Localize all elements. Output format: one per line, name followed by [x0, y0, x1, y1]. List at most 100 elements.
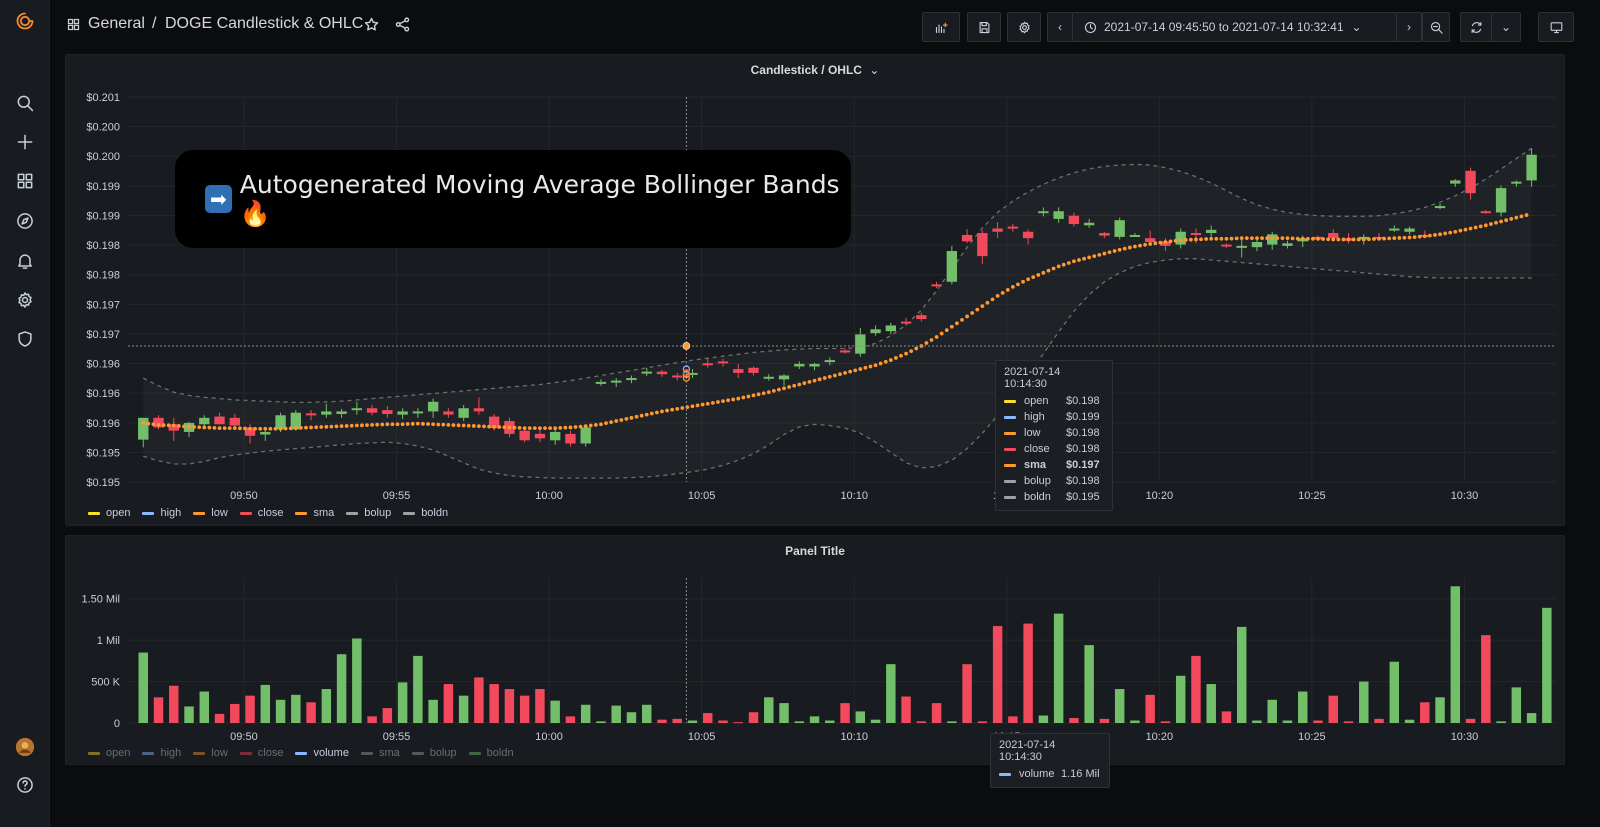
volume-bar [565, 716, 576, 723]
legend-item-sma[interactable]: sma [295, 507, 334, 519]
tooltip-series-name: sma [1024, 459, 1047, 471]
volume-bar [977, 721, 988, 723]
legend-item-high[interactable]: high [142, 507, 181, 519]
volume-bar [1282, 720, 1293, 723]
chevron-down-icon: ⌄ [1351, 20, 1362, 34]
legend-item-bolup[interactable]: bolup [346, 507, 391, 519]
candlestick-chart[interactable]: $0.195 $0.195 $0.196 $0.196 $0.196 $0.197 $0.1… [66, 55, 1566, 527]
legend-item-open[interactable]: open [88, 507, 130, 519]
sma-dot [192, 425, 197, 429]
candle-body [626, 378, 637, 381]
legend-item-low[interactable]: low [193, 747, 228, 759]
volume-bar [1435, 697, 1445, 723]
save-dashboard-button[interactable] [967, 12, 1001, 42]
sma-dot [619, 418, 624, 422]
legend-item-boldn[interactable]: boldn [468, 747, 514, 759]
search-icon[interactable] [10, 88, 40, 118]
sma-dot [222, 426, 227, 430]
server-admin-shield-icon[interactable] [10, 324, 40, 354]
refresh-interval-dropdown[interactable]: ⌄ [1491, 12, 1521, 42]
candle-body [656, 371, 668, 375]
legend-item-boldn[interactable]: boldn [403, 507, 448, 519]
candle-body [778, 375, 790, 380]
sma-dot [324, 424, 329, 429]
configuration-gear-icon[interactable] [10, 285, 40, 315]
breadcrumb-folder[interactable]: General [88, 15, 145, 32]
volume-bar [626, 712, 637, 723]
sma-dot [1275, 236, 1280, 241]
sma-dot [1168, 239, 1173, 244]
sma-dot [812, 378, 817, 383]
volume-bar [870, 719, 881, 723]
sma-dot [914, 346, 919, 351]
candle-body [1465, 170, 1476, 194]
candle-body [824, 360, 835, 363]
candle-body [946, 251, 958, 282]
dashboards-icon[interactable] [10, 166, 40, 196]
sma-dot [1082, 256, 1086, 261]
panel-title-volume[interactable]: Panel Title [66, 544, 1564, 558]
dashboards-grid-icon[interactable] [66, 17, 81, 37]
legend-item-close[interactable]: close [239, 507, 284, 519]
volume-bar [1496, 721, 1506, 723]
sma-dot [965, 314, 970, 319]
legend-item-high[interactable]: high [142, 747, 181, 759]
tooltip-swatch [1004, 431, 1016, 435]
explore-compass-icon[interactable] [10, 206, 40, 236]
sma-dot [1183, 237, 1188, 242]
add-panel-button[interactable] [922, 12, 960, 42]
alerting-bell-icon[interactable] [10, 246, 40, 276]
panel-title-text: Candlestick / OHLC [750, 63, 862, 77]
sma-dot [649, 411, 654, 416]
legend-label: bolup [364, 507, 392, 519]
time-shift-forward-button[interactable]: › [1396, 12, 1422, 42]
legend-swatch [360, 751, 373, 755]
legend-item-volume[interactable]: volume [295, 747, 349, 759]
legend-item-close[interactable]: close [239, 747, 283, 759]
time-range-picker[interactable]: 2021-07-14 09:45:50 to 2021-07-14 10:32:… [1072, 12, 1397, 42]
tooltip-row-high: high $0.199 [1004, 409, 1104, 425]
tv-mode-button[interactable] [1538, 12, 1574, 42]
sma-dot [1066, 261, 1071, 265]
legend-label: close [257, 507, 284, 519]
plus-icon[interactable] [10, 127, 40, 157]
legend-item-open[interactable]: open [88, 747, 130, 759]
sma-dot [670, 407, 675, 412]
volume-bar [733, 722, 743, 724]
sma-dot [1071, 259, 1076, 264]
volume-chart[interactable]: 0 500 K 1 Mil 1.50 Mil 09:50 09:55 10:00 10:05 1… [66, 536, 1566, 766]
help-icon[interactable] [10, 770, 40, 800]
user-avatar-icon[interactable] [10, 732, 40, 762]
star-icon[interactable] [363, 16, 380, 38]
grafana-logo-icon[interactable] [10, 6, 40, 36]
legend-item-bolup[interactable]: bolup [411, 747, 457, 759]
dashboard-title[interactable]: DOGE Candlestick & OHLC [165, 15, 364, 32]
candle-body [168, 424, 179, 431]
sma-dot [1000, 291, 1005, 295]
share-icon[interactable] [394, 16, 411, 38]
sma-dot [1463, 227, 1468, 232]
volume-bar [474, 677, 484, 723]
zoom-out-icon [1430, 21, 1443, 34]
x-tick-label: 10:20 [1146, 731, 1174, 743]
sma-dot [1178, 238, 1183, 242]
sma-dot [838, 372, 842, 377]
sma-dot [212, 425, 217, 430]
candle-body [794, 363, 805, 367]
dashboard-settings-button[interactable] [1007, 12, 1041, 42]
x-tick-label: 10:00 [535, 731, 563, 743]
volume-bar [1359, 681, 1369, 723]
refresh-button[interactable] [1460, 12, 1492, 42]
sma-dot [787, 385, 792, 389]
sma-dot [1229, 236, 1234, 241]
candle-body [611, 380, 622, 383]
sma-dot [421, 421, 425, 426]
zoom-out-button[interactable] [1422, 12, 1450, 42]
volume-bar [901, 696, 911, 723]
panel-title-candlestick[interactable]: Candlestick / OHLC ⌄ [66, 63, 1564, 77]
legend-item-sma[interactable]: sma [360, 747, 400, 759]
legend-item-low[interactable]: low [193, 507, 228, 519]
y-tick-label: 1 Mil [97, 635, 120, 647]
time-shift-back-button[interactable]: ‹ [1047, 12, 1073, 42]
sma-dot [934, 335, 939, 339]
